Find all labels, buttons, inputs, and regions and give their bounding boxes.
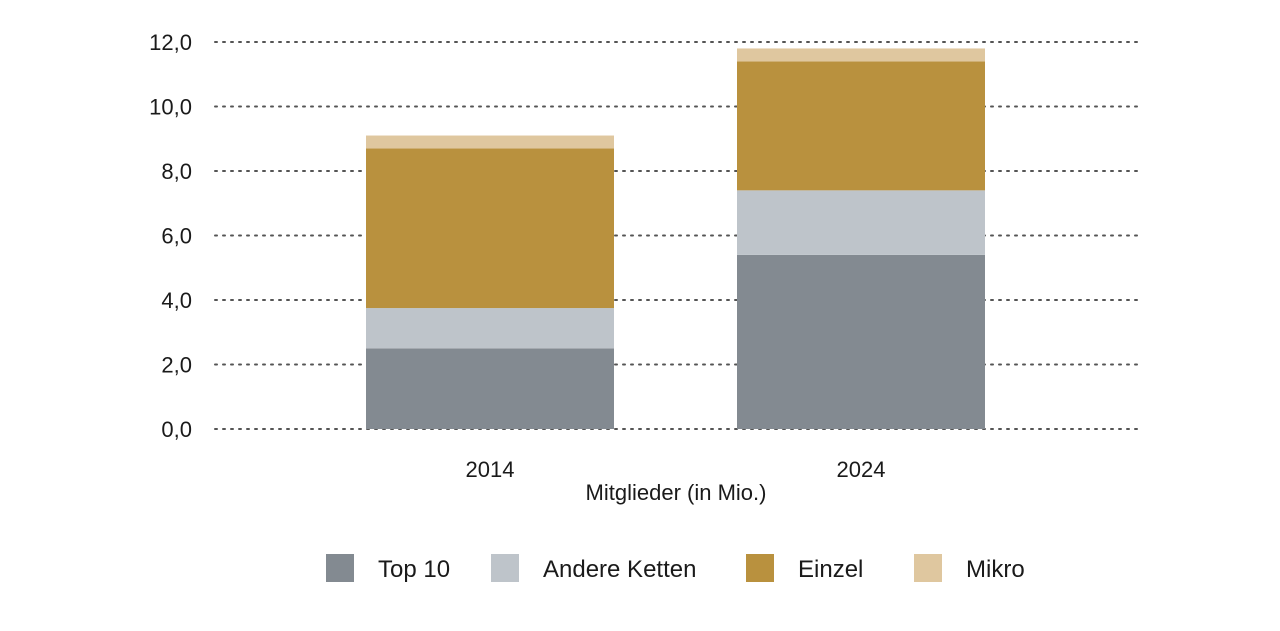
bar-segment-mikro-2024 [737, 48, 985, 62]
y-tick-label: 10,0 [149, 95, 192, 120]
bar-segment-einzel-2014 [366, 148, 614, 309]
y-tick-label: 6,0 [161, 224, 192, 249]
legend-label: Einzel [798, 556, 863, 583]
x-tick-label: 2014 [466, 457, 515, 482]
y-tick-label: 4,0 [161, 288, 192, 313]
y-tick-label: 12,0 [149, 30, 192, 55]
y-tick-label: 2,0 [161, 353, 192, 378]
bars [366, 48, 985, 429]
legend-swatch [326, 554, 354, 582]
bar-segment-andere-ketten-2014 [366, 308, 614, 349]
gridlines [214, 41, 1138, 430]
bar-segment-mikro-2014 [366, 135, 614, 149]
bar-segment-top-10-2024 [737, 254, 985, 429]
bar-segment-einzel-2024 [737, 61, 985, 191]
legend-swatch [914, 554, 942, 582]
legend-label: Top 10 [378, 556, 450, 583]
y-axis-ticks: 0,0 2,0 4,0 6,0 8,0 10,0 12,0 [149, 30, 192, 442]
bar-segment-top-10-2014 [366, 348, 614, 429]
y-tick-label: 8,0 [161, 159, 192, 184]
x-tick-label: 2024 [837, 457, 886, 482]
legend-label: Mikro [966, 556, 1025, 583]
x-axis-title: Mitglieder (in Mio.) [586, 480, 767, 505]
x-axis-ticks: 2014 2024 [466, 457, 886, 482]
legend-label: Andere Ketten [543, 556, 696, 583]
legend-swatch [491, 554, 519, 582]
legend: Top 10 Andere Ketten Einzel Mikro [326, 554, 1025, 583]
y-tick-label: 0,0 [161, 417, 192, 442]
legend-swatch [746, 554, 774, 582]
bar-segment-andere-ketten-2024 [737, 190, 985, 255]
